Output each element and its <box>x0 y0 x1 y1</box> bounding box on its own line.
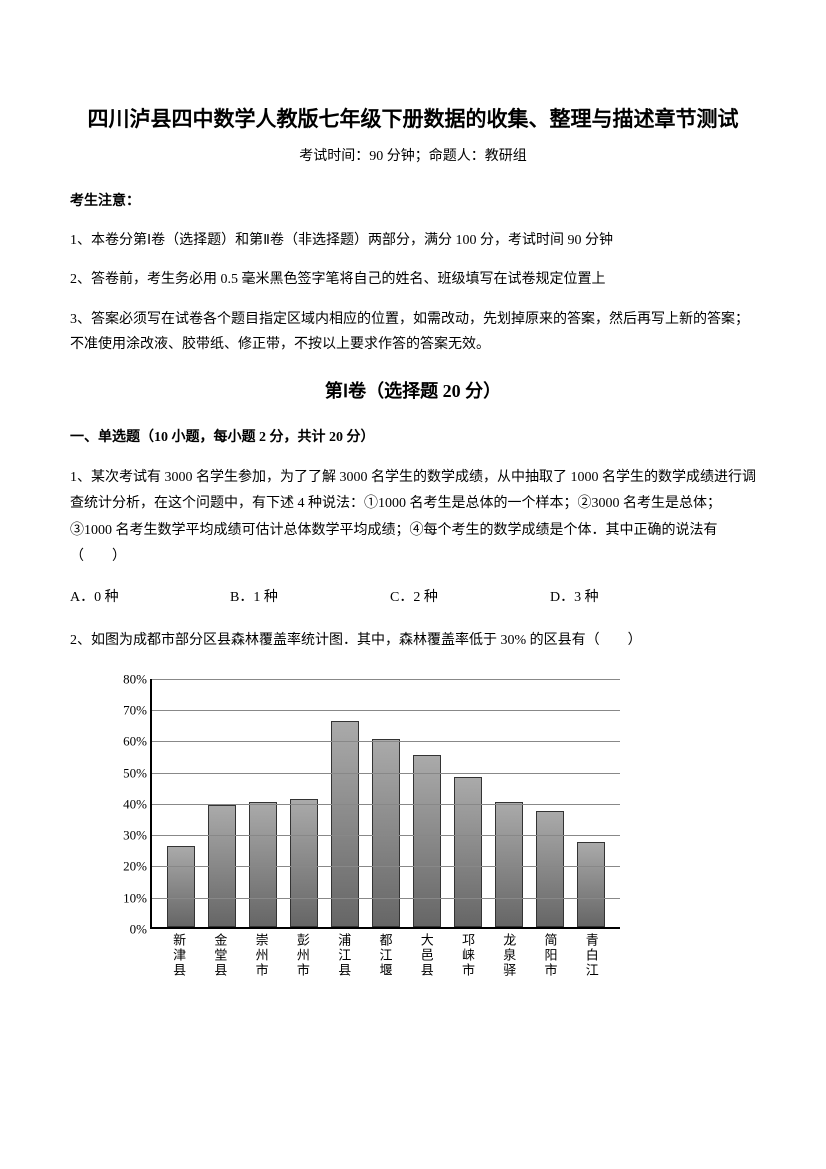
y-axis-label: 60% <box>107 730 147 753</box>
option-d: D．3 种 <box>550 585 710 610</box>
x-label-slot: 龙泉驿 <box>488 933 529 978</box>
y-axis-label: 10% <box>107 886 147 909</box>
bar <box>167 846 195 927</box>
bar <box>536 811 564 927</box>
notice-heading: 考生注意： <box>70 189 756 214</box>
gridline <box>152 679 620 680</box>
gridline <box>152 773 620 774</box>
question-1: 1、某次考试有 3000 名学生参加，为了了解 3000 名学生的数学成绩，从中… <box>70 465 756 571</box>
notice-item: 2、答卷前，考生务必用 0.5 毫米黑色签字笔将自己的姓名、班级填写在试卷规定位… <box>70 267 756 292</box>
bar-slot <box>489 679 530 927</box>
bar-chart: 0%10%20%30%40%50%60%70%80% 新津县金堂县崇州市彭州市浦… <box>100 669 640 1009</box>
y-axis-label: 30% <box>107 823 147 846</box>
bar-slot <box>201 679 242 927</box>
x-axis-label: 龙泉驿 <box>502 933 515 978</box>
chart-plot-area: 0%10%20%30%40%50%60%70%80% <box>150 679 620 929</box>
gridline <box>152 741 620 742</box>
bar-slot <box>283 679 324 927</box>
bar <box>577 842 605 926</box>
bar-slot <box>365 679 406 927</box>
x-axis-label: 简阳市 <box>544 933 557 978</box>
x-label-slot: 新津县 <box>158 933 199 978</box>
page-title: 四川泸县四中数学人教版七年级下册数据的收集、整理与描述章节测试 <box>70 100 756 140</box>
y-axis-label: 0% <box>107 917 147 940</box>
x-axis-label: 邛崃市 <box>461 933 474 978</box>
bar <box>290 799 318 927</box>
bar-slot <box>324 679 365 927</box>
bar-slot <box>530 679 571 927</box>
x-label-slot: 邛崃市 <box>447 933 488 978</box>
gridline <box>152 710 620 711</box>
x-axis-label: 都江堰 <box>378 933 391 978</box>
bar <box>495 802 523 927</box>
bar-slot <box>407 679 448 927</box>
bars-area <box>152 679 620 927</box>
x-label-slot: 金堂县 <box>199 933 240 978</box>
y-axis-label: 40% <box>107 792 147 815</box>
section-heading: 第Ⅰ卷（选择题 20 分） <box>70 375 756 407</box>
option-c: C．2 种 <box>390 585 550 610</box>
y-axis-label: 70% <box>107 698 147 721</box>
x-label-slot: 青白江 <box>571 933 612 978</box>
bar-slot <box>160 679 201 927</box>
x-axis-label: 金堂县 <box>213 933 226 978</box>
bar <box>454 777 482 927</box>
notice-item: 1、本卷分第Ⅰ卷（选择题）和第Ⅱ卷（非选择题）两部分，满分 100 分，考试时间… <box>70 228 756 253</box>
x-label-slot: 大邑县 <box>406 933 447 978</box>
option-b: B．1 种 <box>230 585 390 610</box>
x-label-slot: 崇州市 <box>241 933 282 978</box>
x-axis-label: 崇州市 <box>255 933 268 978</box>
y-axis-label: 80% <box>107 667 147 690</box>
x-label-slot: 彭州市 <box>282 933 323 978</box>
option-a: A．0 种 <box>70 585 230 610</box>
gridline <box>152 804 620 805</box>
x-label-slot: 都江堰 <box>364 933 405 978</box>
bar <box>331 721 359 927</box>
x-axis-label: 大邑县 <box>420 933 433 978</box>
x-axis-label: 浦江县 <box>337 933 350 978</box>
bar <box>249 802 277 927</box>
exam-subtitle: 考试时间：90 分钟；命题人：教研组 <box>70 144 756 169</box>
x-label-slot: 浦江县 <box>323 933 364 978</box>
question-2: 2、如图为成都市部分区县森林覆盖率统计图．其中，森林覆盖率低于 30% 的区县有… <box>70 628 756 655</box>
x-axis-labels: 新津县 金堂县 崇州市 彭州市 浦江县 都江堰 大邑县 邛崃市 龙泉驿 简阳市 青白江 <box>150 933 620 978</box>
x-axis-label: 彭州市 <box>296 933 309 978</box>
y-axis-label: 20% <box>107 855 147 878</box>
y-axis-label: 50% <box>107 761 147 784</box>
gridline <box>152 835 620 836</box>
x-axis-label: 青白江 <box>585 933 598 978</box>
notice-item: 3、答案必须写在试卷各个题目指定区域内相应的位置，如需改动，先划掉原来的答案，然… <box>70 307 756 357</box>
bar <box>372 739 400 927</box>
gridline <box>152 898 620 899</box>
question-1-options: A．0 种 B．1 种 C．2 种 D．3 种 <box>70 585 756 610</box>
x-label-slot: 简阳市 <box>529 933 570 978</box>
x-axis-label: 新津县 <box>172 933 185 978</box>
bar <box>413 755 441 927</box>
bar-slot <box>571 679 612 927</box>
bar-slot <box>448 679 489 927</box>
question-type-heading: 一、单选题（10 小题，每小题 2 分，共计 20 分） <box>70 425 756 450</box>
gridline <box>152 866 620 867</box>
bar-slot <box>242 679 283 927</box>
